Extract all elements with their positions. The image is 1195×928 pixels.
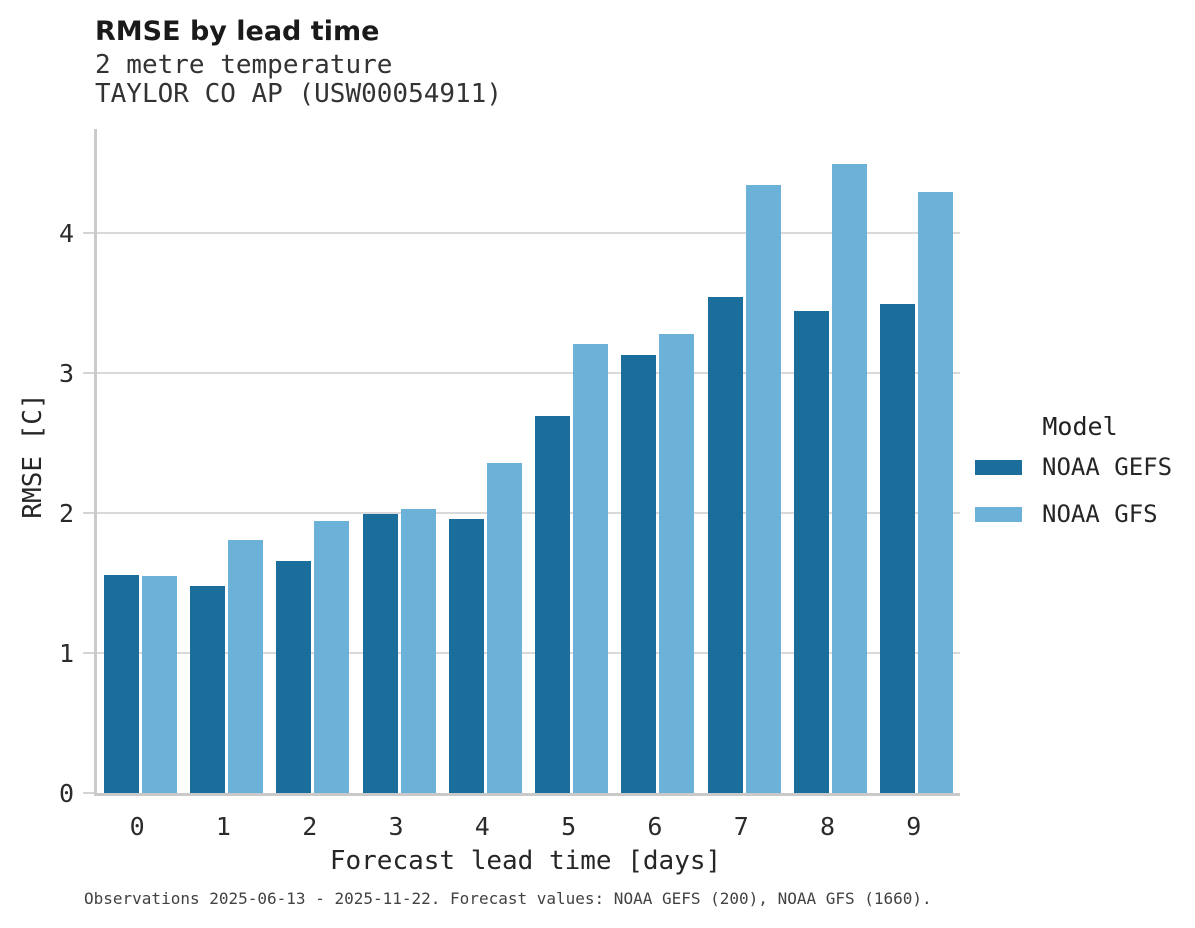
bar-group-day-6 xyxy=(615,129,701,793)
bar-noaa-gfs-day-2 xyxy=(314,521,350,793)
bar-noaa-gefs-day-3 xyxy=(362,514,398,793)
legend-entry-noaa-gfs: NOAA GFS xyxy=(975,500,1185,528)
bar-noaa-gfs-day-8 xyxy=(832,164,868,793)
x-tick-label-4: 4 xyxy=(474,812,490,841)
bar-group-day-4 xyxy=(442,129,528,793)
x-tick-label-2: 2 xyxy=(302,812,318,841)
gridline-y-2 xyxy=(97,512,960,514)
y-tick-label-1: 1 xyxy=(58,639,74,668)
gridline-y-4 xyxy=(97,232,960,234)
plot-area xyxy=(83,129,960,796)
x-tick-label-3: 3 xyxy=(388,812,404,841)
chart-subtitle: 2 metre temperature TAYLOR CO AP (USW0005… xyxy=(95,51,502,109)
legend-title: Model xyxy=(1042,412,1118,441)
bar-noaa-gfs-day-0 xyxy=(141,576,177,793)
legend-swatch-noaa-gefs xyxy=(975,459,1022,475)
y-tick-mark-0 xyxy=(83,792,94,794)
bar-noaa-gefs-day-6 xyxy=(621,354,657,793)
bar-noaa-gfs-day-5 xyxy=(573,343,609,793)
bar-noaa-gefs-day-8 xyxy=(794,311,830,793)
x-tick-label-7: 7 xyxy=(733,812,749,841)
bar-group-day-5 xyxy=(529,129,615,793)
y-axis-label: RMSE [C] xyxy=(18,393,48,519)
x-tick-label-5: 5 xyxy=(561,812,577,841)
subtitle-station: TAYLOR CO AP (USW00054911) xyxy=(95,79,502,109)
legend-label: NOAA GEFS xyxy=(1042,453,1173,481)
legend-entry-noaa-gefs: NOAA GEFS xyxy=(975,453,1185,481)
bar-group-day-0 xyxy=(97,129,183,793)
x-tick-label-8: 8 xyxy=(820,812,836,841)
bar-noaa-gefs-day-4 xyxy=(448,518,484,793)
legend-label: NOAA GFS xyxy=(1042,500,1158,528)
y-tick-mark-3 xyxy=(83,372,94,374)
y-tick-mark-2 xyxy=(83,512,94,514)
x-tick-label-0: 0 xyxy=(129,812,145,841)
bar-group-day-2 xyxy=(270,129,356,793)
legend: Model NOAA GEFS NOAA GFS xyxy=(975,412,1185,547)
bar-noaa-gfs-day-4 xyxy=(486,462,522,793)
bar-group-day-9 xyxy=(874,129,960,793)
legend-swatch-noaa-gfs xyxy=(975,506,1022,522)
bar-noaa-gfs-day-9 xyxy=(918,192,954,793)
y-tick-label-4: 4 xyxy=(58,219,74,248)
bar-noaa-gefs-day-0 xyxy=(103,574,139,793)
bar-noaa-gefs-day-7 xyxy=(707,297,743,793)
bar-noaa-gfs-day-3 xyxy=(400,508,436,793)
bar-noaa-gfs-day-1 xyxy=(227,539,263,793)
x-tick-label-9: 9 xyxy=(906,812,922,841)
y-tick-label-3: 3 xyxy=(58,359,74,388)
x-tick-label-1: 1 xyxy=(215,812,231,841)
bar-noaa-gefs-day-9 xyxy=(880,304,916,793)
y-tick-mark-1 xyxy=(83,652,94,654)
bar-group-day-8 xyxy=(787,129,873,793)
x-axis-label: Forecast lead time [days] xyxy=(329,846,722,876)
gridline-y-1 xyxy=(97,652,960,654)
x-tick-label-6: 6 xyxy=(647,812,663,841)
bar-group-day-3 xyxy=(356,129,442,793)
y-tick-label-2: 2 xyxy=(58,499,74,528)
subtitle-variable: 2 metre temperature xyxy=(95,50,393,80)
bar-noaa-gfs-day-7 xyxy=(745,185,781,793)
footnote-caption: Observations 2025-06-13 - 2025-11-22. Fo… xyxy=(84,889,932,908)
bar-group-day-1 xyxy=(183,129,269,793)
y-tick-label-0: 0 xyxy=(58,779,74,808)
bar-noaa-gefs-day-1 xyxy=(189,585,225,793)
bar-noaa-gfs-day-6 xyxy=(659,333,695,793)
bar-noaa-gefs-day-2 xyxy=(276,560,312,793)
gridline-y-3 xyxy=(97,372,960,374)
chart-title: RMSE by lead time xyxy=(95,16,380,47)
bar-group-day-7 xyxy=(701,129,787,793)
bar-noaa-gefs-day-5 xyxy=(535,416,571,793)
y-tick-mark-4 xyxy=(83,232,94,234)
